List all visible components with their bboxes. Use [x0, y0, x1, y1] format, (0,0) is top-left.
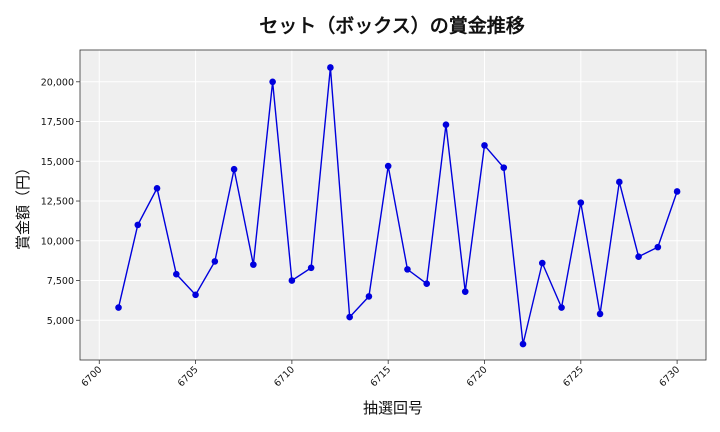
data-point: [211, 258, 219, 265]
y-gridlines: [80, 81, 706, 321]
plot-area: [80, 50, 706, 360]
data-point: [192, 291, 199, 299]
data-point: [365, 293, 373, 300]
y-tick-label: 17,500: [41, 117, 74, 128]
data-point: [250, 261, 257, 268]
y-tick-label: 20,000: [41, 77, 74, 88]
data-point: [481, 142, 488, 149]
y-axis-ticks: 5,000 7,500 10,000 12,500 15,000 17,500 20,000: [41, 77, 80, 327]
data-point: [577, 199, 585, 206]
data-point: [153, 185, 161, 192]
data-point: [404, 266, 411, 273]
data-point: [115, 304, 122, 311]
data-point: [307, 264, 315, 272]
data-point: [423, 280, 431, 287]
data-point: [519, 340, 527, 348]
data-point: [596, 310, 604, 318]
data-point: [461, 288, 469, 295]
data-point: [616, 178, 623, 186]
x-tick-label: 6715: [368, 364, 393, 389]
data-point: [635, 253, 642, 260]
y-tick-label: 5,000: [47, 316, 74, 327]
data-point: [230, 165, 238, 173]
plot-frame: [79, 49, 707, 361]
x-tick-label: 6700: [80, 364, 105, 389]
data-point: [673, 188, 681, 195]
data-point: [538, 259, 546, 267]
x-tick-label: 6710: [272, 364, 297, 389]
data-point: [134, 221, 142, 229]
data-point: [384, 162, 392, 170]
data-point: [346, 313, 353, 321]
data-point: [442, 121, 450, 129]
data-point: [327, 64, 334, 71]
chart-title: セット（ボックス）の賞金推移: [259, 14, 524, 37]
data-point: [500, 164, 508, 171]
y-tick-label: 10,000: [41, 236, 74, 247]
prize-data-points: [115, 64, 681, 348]
y-tick-label: 7,500: [47, 276, 74, 287]
x-tick-label: 6720: [465, 364, 490, 389]
y-axis-label: 賞金額（円）: [14, 160, 32, 250]
data-point: [558, 304, 565, 311]
x-tick-label: 6725: [561, 364, 586, 389]
y-tick-label: 12,500: [41, 197, 74, 208]
x-axis-ticks: 6700 6705 6710 6715 6720 6725 6730: [80, 360, 682, 389]
data-point: [173, 270, 180, 278]
prize-series-line: [117, 67, 678, 345]
y-tick-label: 15,000: [41, 157, 74, 168]
data-point: [288, 277, 296, 284]
x-axis-label: 抽選回号: [363, 399, 423, 417]
x-tick-label: 6730: [657, 364, 682, 389]
x-tick-label: 6705: [176, 364, 201, 389]
data-point: [269, 78, 276, 86]
data-point: [654, 243, 662, 251]
